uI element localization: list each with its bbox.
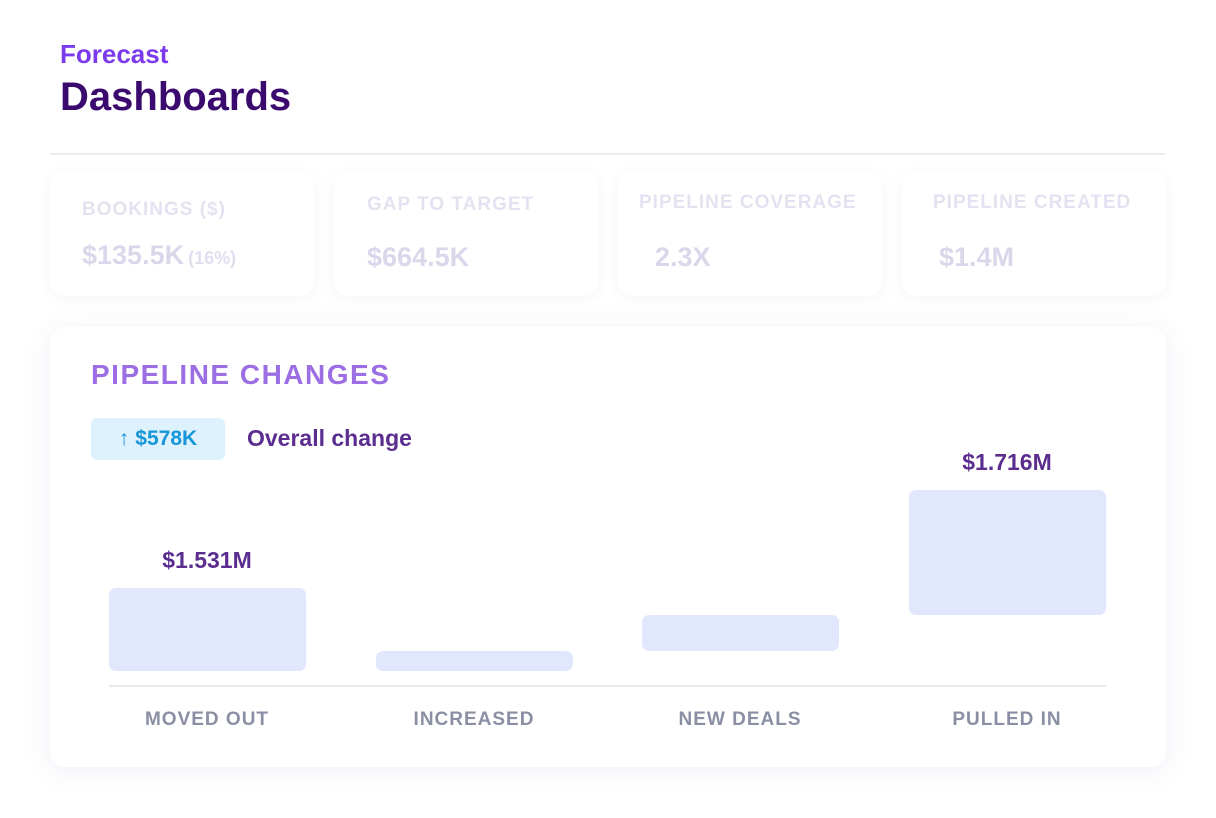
kpi-value: 2.3X [655,242,711,272]
bar-value-moved-out: $1.531M [162,547,252,573]
header-divider [50,153,1165,155]
pipeline-changes-card: PIPELINE CHANGES ↑ $578K Overall change $… [50,327,1166,767]
card-title: PIPELINE CHANGES [91,359,391,390]
page-eyebrow: Forecast [60,39,169,69]
arrow-up-icon: ↑ [118,427,130,450]
kpi-value: $664.5K [367,242,470,272]
kpi-row: BOOKINGS ($) $135.5K (16%) GAP TO TARGET … [50,172,1168,298]
kpi-value: $1.4M [939,242,1015,272]
kpi-card-gap-to-target[interactable]: GAP TO TARGET $664.5K [334,172,598,296]
kpi-card-bookings[interactable]: BOOKINGS ($) $135.5K (16%) [50,172,314,296]
kpi-label: PIPELINE COVERAGE [639,192,857,213]
category-label-moved-out: MOVED OUT [144,709,270,730]
kpi-label: PIPELINE CREATED [933,192,1132,213]
kpi-card-pipeline-coverage[interactable]: PIPELINE COVERAGE 2.3X [618,172,882,296]
overall-change-label: Overall change [247,425,412,451]
page-title: Dashboards [60,75,292,119]
bar-new-deals[interactable] [642,615,839,651]
kpi-label: BOOKINGS ($) [82,199,226,220]
bar-moved-out[interactable] [109,588,306,671]
category-label-new-deals: NEW DEALS [678,709,802,730]
kpi-value-percent: (16%) [188,248,237,268]
category-label-pulled-in: PULLED IN [952,709,1062,730]
kpi-value-main: $135.5K [82,240,185,270]
overall-change-badge: ↑ $578K [91,418,225,460]
kpi-value: $135.5K (16%) [82,240,236,271]
bar-value-pulled-in: $1.716M [962,449,1052,475]
bar-pulled-in[interactable] [909,490,1106,615]
category-label-increased: INCREASED [413,709,535,730]
x-axis-line [109,685,1106,687]
badge-value: $578K [135,427,198,450]
bar-increased[interactable] [376,651,573,671]
kpi-label: GAP TO TARGET [367,194,535,215]
kpi-card-pipeline-created[interactable]: PIPELINE CREATED $1.4M [902,172,1166,296]
page-header: Forecast Dashboards [60,38,291,122]
